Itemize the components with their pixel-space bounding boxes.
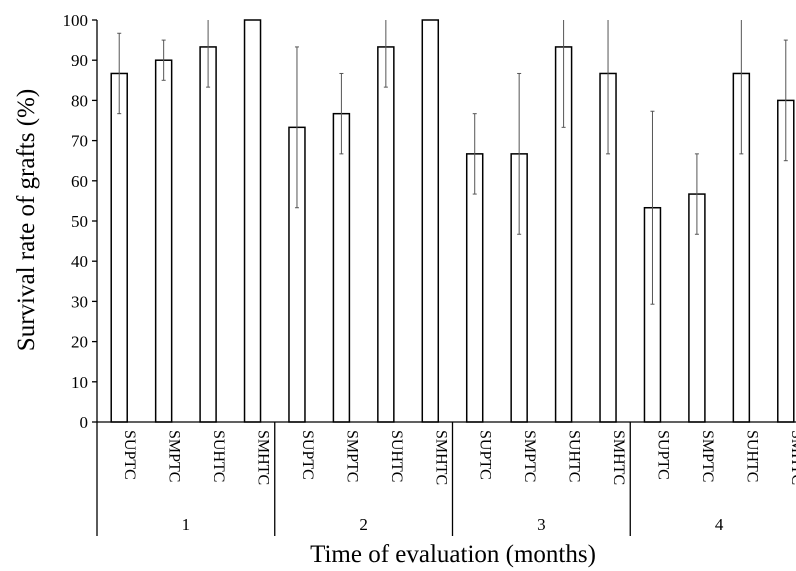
x-tick-label: SMPTC <box>166 430 183 482</box>
x-tick-label: SMHTC <box>432 430 449 485</box>
x-tick-label: SUPTC <box>121 430 138 480</box>
y-axis-title: Survival rate of grafts (%) <box>13 89 40 351</box>
bar <box>421 19 440 423</box>
x-tick-label: SMPTC <box>521 430 538 482</box>
x-tick-label: SMHTC <box>788 430 796 485</box>
bars-layer <box>110 19 795 423</box>
x-tick-label: SMHTC <box>610 430 627 485</box>
group-label: 4 <box>715 515 724 534</box>
error-bars-layer <box>117 20 788 305</box>
bar <box>332 112 351 423</box>
y-tick-label: 20 <box>71 333 88 352</box>
bar <box>243 19 262 423</box>
x-tick-label: SUHTC <box>210 430 227 482</box>
bar <box>110 72 128 423</box>
y-tick-label: 100 <box>63 11 89 30</box>
x-tick-label: SUPTC <box>654 430 671 480</box>
x-axis-title: Time of evaluation (months) <box>310 541 596 568</box>
x-tick-label: SMPTC <box>343 430 360 482</box>
x-tick-label: SUHTC <box>566 430 583 482</box>
y-tick-label: 60 <box>71 172 88 191</box>
bar <box>377 46 395 423</box>
y-tick-label: 80 <box>71 91 88 110</box>
y-tick-label: 10 <box>71 373 88 392</box>
y-tick-label: 30 <box>71 292 88 311</box>
y-tick-label: 90 <box>71 51 88 70</box>
bar <box>199 46 217 423</box>
group-label: 3 <box>537 515 546 534</box>
x-tick-label: SMPTC <box>699 430 716 482</box>
group-label: 2 <box>359 515 368 534</box>
y-tick-label: 70 <box>71 132 88 151</box>
x-tick-label: SUPTC <box>477 430 494 480</box>
labels-layer: 0 10 20 30 40 50 60 70 80 90 100 SUPTC SMPTC SUHTC SMH… <box>63 11 796 534</box>
group-label: 1 <box>182 515 191 534</box>
y-tick-label: 40 <box>71 252 88 271</box>
x-tick-label: SUPTC <box>299 430 316 480</box>
bar <box>154 59 173 423</box>
y-tick-label: 50 <box>71 212 88 231</box>
x-tick-label: SUHTC <box>743 430 760 482</box>
x-tick-label: SMHTC <box>255 430 272 485</box>
y-tick-label: 0 <box>80 413 89 432</box>
x-tick-label: SUHTC <box>388 430 405 482</box>
axes-layer <box>92 19 796 536</box>
